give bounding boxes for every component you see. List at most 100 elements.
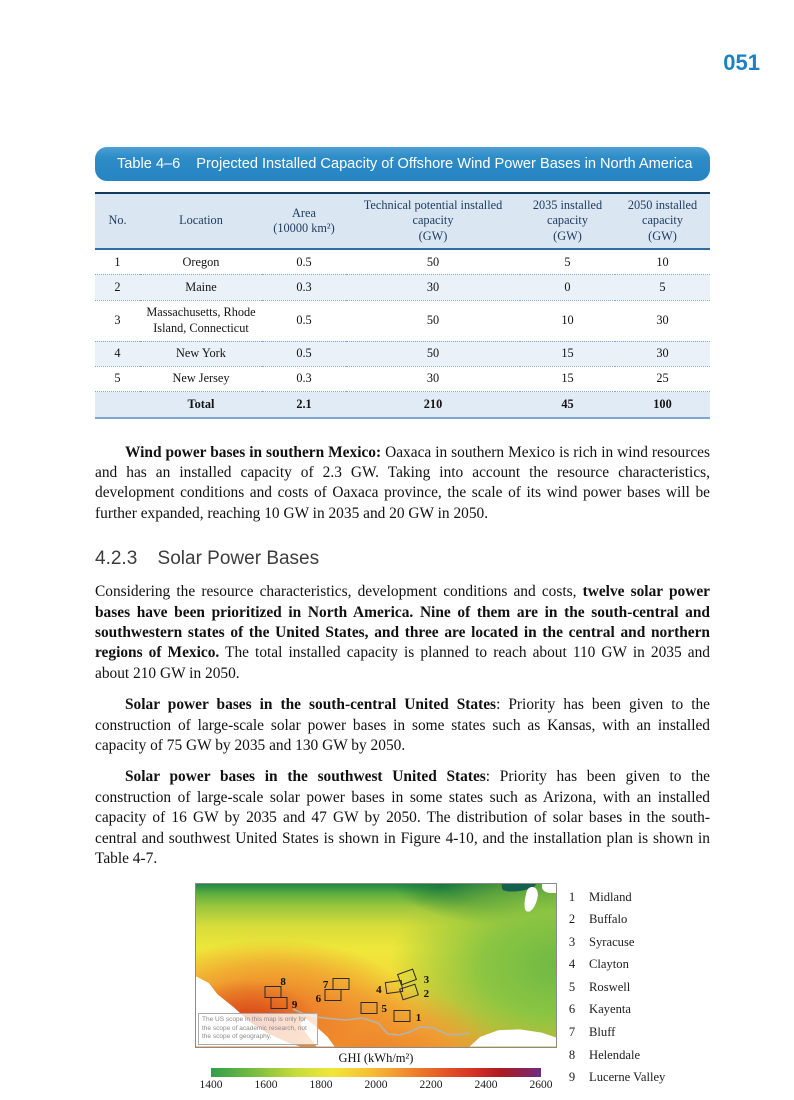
map-disclaimer: The US scope in this map is only for the… [198, 1013, 318, 1045]
table-row: 1 Oregon 0.5 50 5 10 [95, 249, 710, 275]
colorbar-label: GHI (kWh/m²) [338, 1050, 414, 1065]
color-scale-tick: 2600 [529, 1078, 553, 1091]
site-number: 7 [568, 1025, 576, 1040]
color-scale-tick: 1400 [199, 1078, 223, 1091]
table-cell: 5 [95, 365, 140, 392]
map-site-number: 3 [423, 974, 430, 987]
table-cell: 0.3 [262, 274, 346, 301]
ghi-map: The US scope in this map is only for the… [195, 882, 557, 1048]
table-cell: 1 [114, 254, 121, 269]
table-cell: 30 [346, 365, 520, 392]
table-cell: 0 [520, 274, 615, 301]
us-mexico-border-line [292, 1007, 470, 1036]
gulf-of-mexico-shape [469, 1029, 556, 1047]
site-number: 4 [568, 957, 576, 972]
section-heading: 4.2.3 Solar Power Bases [95, 548, 710, 570]
table-cell: 30 [346, 274, 520, 301]
table-cell: 0.5 [296, 254, 312, 269]
column-header: Area (10000 km²) [262, 193, 346, 251]
table-cell: 10 [656, 254, 669, 269]
map-site-number: 7 [322, 979, 329, 992]
table-cell: 5 [615, 274, 710, 301]
color-scale-tick: 2200 [419, 1078, 443, 1091]
paragraph-solar-intro: Considering the resource characteristics… [95, 583, 710, 682]
color-scale-tick: 1800 [309, 1078, 333, 1091]
table-cell: 10 [520, 299, 615, 342]
site-legend-item: 5 Roswell [565, 980, 665, 995]
section-number: 4.2.3 [95, 548, 138, 570]
table-title: Projected Installed Capacity of Offshore… [196, 156, 693, 172]
map-site-marker [384, 979, 404, 995]
table-cell: 0.5 [262, 299, 346, 342]
table-cell: 50 [426, 254, 440, 269]
map-site-marker [270, 997, 288, 1010]
column-header: 2035 installed capacity (GW) [520, 193, 615, 251]
site-legend-item: 4 Clayton [565, 957, 665, 972]
column-header: No. [95, 193, 140, 251]
table-cell: 15 [520, 365, 615, 392]
figure-4-10: The US scope in this map is only for the… [195, 882, 710, 1100]
color-scale-tick: 2000 [364, 1078, 388, 1091]
map-site-number: 1 [415, 1011, 422, 1024]
table-cell: 100 [615, 391, 710, 418]
map-site-number: 2 [423, 988, 430, 1001]
color-scale-tick: 2400 [474, 1078, 498, 1091]
table-cell: 50 [346, 340, 520, 367]
paragraph-south-central: Solar power bases in the south-central U… [95, 696, 710, 755]
site-name: Bluff [589, 1025, 616, 1040]
page-content: Table 4–6 Projected Installed Capacity o… [95, 147, 710, 1100]
capacity-table: No. Location Area (10000 km²) Technical pot… [95, 192, 710, 419]
map-site-number: 9 [291, 998, 298, 1011]
map-site-marker [393, 1010, 411, 1023]
site-name: Syracuse [589, 934, 635, 949]
site-name: Kayenta [589, 1002, 631, 1017]
page-number: 051 [723, 50, 760, 75]
site-number: 8 [568, 1047, 576, 1062]
table-cell: 15 [520, 340, 615, 367]
table-cell [95, 391, 140, 418]
section-title: Solar Power Bases [157, 548, 320, 570]
site-legend-item: 3 Syracuse [565, 935, 665, 950]
site-number: 6 [568, 1002, 576, 1017]
map-site-number: 8 [280, 976, 286, 989]
site-name: Clayton [589, 957, 629, 972]
table-cell: 0.5 [262, 340, 346, 367]
table-cell: 25 [615, 365, 710, 392]
site-number: 2 [568, 912, 576, 927]
table-cell: 4 [95, 340, 140, 367]
site-legend-item: 2 Buffalo [565, 912, 665, 927]
map-site-number: 5 [381, 1003, 388, 1015]
site-name: Helendale [589, 1047, 641, 1062]
table-row: 5 New Jersey 0.3 30 15 25 [95, 365, 710, 392]
table-row: 2 Maine 0.3 30 0 5 [95, 274, 710, 301]
paragraph-southwest: Solar power bases in the southwest Unite… [95, 768, 710, 868]
site-legend-item: 9 Lucerne Valley [565, 1070, 666, 1085]
site-name: Roswell [589, 979, 631, 994]
map-site-marker [332, 977, 350, 990]
table-cell: New Jersey [140, 365, 262, 392]
table-cell: 50 [346, 299, 520, 342]
table-cell: 2.1 [262, 391, 346, 418]
site-legend-item: 1 Midland [565, 890, 665, 905]
map-site-number: 4 [376, 984, 382, 997]
table-cell: 30 [615, 299, 710, 342]
column-header: Location [140, 193, 262, 251]
map-site-marker [360, 1002, 378, 1015]
table-total-row: Total 2.1 210 45 100 [95, 391, 710, 418]
table-cell: New York [140, 340, 262, 367]
site-number: 9 [568, 1070, 576, 1085]
table-cell: Oregon [182, 254, 220, 269]
column-header: 2050 installed capacity (GW) [615, 193, 710, 251]
site-legend-item: 7 Bluff [565, 1025, 665, 1040]
table-header-row: No. Location Area (10000 km²) Technical pot… [95, 193, 710, 251]
table-cell: 45 [520, 391, 615, 418]
table-cell: 0.3 [262, 365, 346, 392]
site-name: Midland [589, 889, 632, 904]
site-name: Lucerne Valley [589, 1070, 666, 1085]
site-name: Buffalo [589, 912, 628, 927]
site-number: 3 [568, 934, 576, 949]
map-site-number: 6 [315, 993, 322, 1006]
table-title-bar: Table 4–6 Projected Installed Capacity o… [95, 147, 710, 181]
color-scale-tick: 1600 [254, 1078, 278, 1091]
